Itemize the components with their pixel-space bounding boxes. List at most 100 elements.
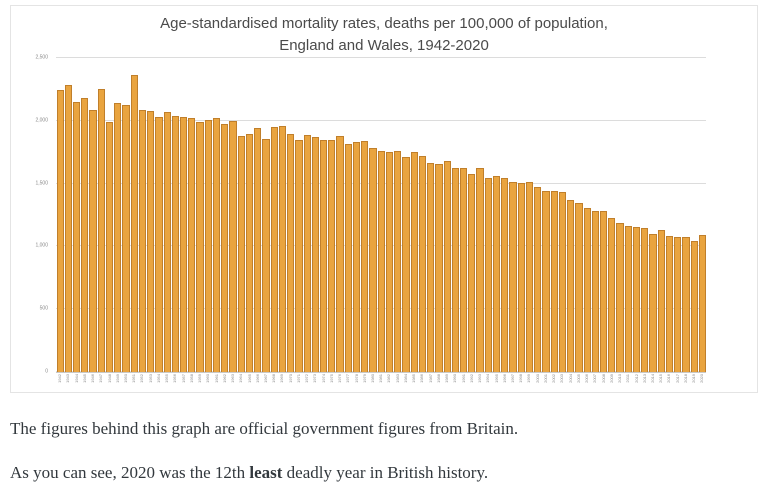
bar-slot-1943: 1943 [64, 58, 72, 383]
bar-slot-1988: 1988 [435, 58, 443, 383]
bar-slot-2007: 2007 [591, 58, 599, 383]
x-tick-label-2019: 2019 [691, 374, 697, 383]
paragraph-figures-source-text: The figures behind this graph are offici… [10, 419, 519, 438]
bar-slot-2009: 2009 [608, 58, 616, 383]
bar-1942 [56, 89, 64, 372]
chart-plot-area: 1942 1943 1944 1945 1946 1947 1948 1949 1950 1951… [56, 57, 707, 383]
bar-slot-2008: 2008 [599, 58, 608, 383]
bar-slot-1962: 1962 [221, 58, 229, 383]
x-tick-label-1954: 1954 [155, 374, 161, 383]
y-tick-label-1000: 1,000 [35, 242, 48, 249]
x-tick-label-2006: 2006 [584, 374, 590, 383]
bar-slot-1980: 1980 [369, 58, 377, 383]
bar-slot-1968: 1968 [270, 58, 278, 383]
bar-1971 [295, 140, 303, 372]
bar-slot-1959: 1959 [196, 58, 204, 383]
bar-slot-1947: 1947 [97, 58, 105, 383]
x-tick-label-2007: 2007 [592, 374, 598, 383]
x-tick-label-1949: 1949 [114, 374, 120, 383]
bar-slot-1971: 1971 [295, 58, 303, 383]
bar-2007 [591, 211, 599, 372]
bar-slot-2011: 2011 [624, 58, 632, 383]
x-tick-label-1981: 1981 [378, 374, 384, 383]
x-tick-label-1972: 1972 [304, 374, 310, 383]
bar-1950 [122, 105, 130, 372]
x-tick-label-2011: 2011 [625, 374, 631, 383]
bar-1965 [245, 134, 254, 372]
bar-1970 [287, 134, 295, 372]
bar-slot-1942: 1942 [56, 58, 64, 383]
x-tick-label-2015: 2015 [658, 374, 664, 383]
bar-2010 [616, 222, 624, 372]
x-tick-label-1970: 1970 [287, 374, 293, 383]
bar-slot-1952: 1952 [138, 58, 147, 383]
x-tick-label-1991: 1991 [460, 374, 466, 383]
bar-slot-1993: 1993 [476, 58, 484, 383]
bar-slot-1984: 1984 [402, 58, 410, 383]
bar-1956 [171, 115, 180, 372]
bar-slot-1950: 1950 [122, 58, 130, 383]
x-tick-label-1965: 1965 [246, 374, 252, 383]
bar-slot-1969: 1969 [278, 58, 287, 383]
y-tick-label-2500: 2,500 [35, 54, 48, 61]
x-tick-label-1967: 1967 [262, 374, 268, 383]
x-tick-label-1995: 1995 [493, 374, 499, 383]
bar-1989 [443, 161, 451, 372]
x-tick-label-1989: 1989 [444, 374, 450, 383]
bar-1964 [237, 135, 245, 372]
bar-slot-1966: 1966 [254, 58, 262, 383]
bar-1996 [501, 178, 509, 372]
bar-2014 [649, 233, 657, 372]
bar-1991 [459, 168, 468, 372]
x-tick-label-2014: 2014 [649, 374, 655, 383]
bar-1957 [180, 117, 188, 372]
x-tick-label-1943: 1943 [65, 374, 71, 383]
bar-slot-1996: 1996 [501, 58, 509, 383]
bar-slot-2002: 2002 [550, 58, 558, 383]
y-tick-label-2000: 2,000 [35, 117, 48, 124]
bar-1981 [377, 151, 385, 372]
bar-1997 [509, 181, 517, 372]
bar-slot-1951: 1951 [130, 58, 138, 383]
bar-slot-1967: 1967 [262, 58, 270, 383]
x-tick-label-2004: 2004 [567, 374, 573, 383]
paragraph-2020-rank-after: deadly year in British history. [282, 462, 489, 482]
x-tick-label-2016: 2016 [666, 374, 672, 383]
bar-slot-1972: 1972 [303, 58, 311, 383]
bar-slot-1987: 1987 [427, 58, 435, 383]
bar-2006 [583, 208, 591, 372]
bar-1958 [188, 118, 196, 372]
x-tick-label-2005: 2005 [575, 374, 581, 383]
bar-slot-1979: 1979 [361, 58, 369, 383]
bar-slot-1958: 1958 [188, 58, 196, 383]
bar-2015 [657, 229, 665, 372]
x-tick-label-2003: 2003 [559, 374, 565, 383]
article-page: Age-standardised mortality rates, deaths… [0, 5, 768, 485]
bar-slot-1992: 1992 [468, 58, 476, 383]
bar-1977 [344, 144, 352, 372]
x-tick-label-1966: 1966 [254, 374, 260, 383]
bar-slot-1963: 1963 [229, 58, 237, 383]
bar-slot-1986: 1986 [418, 58, 427, 383]
x-tick-label-2002: 2002 [551, 374, 557, 383]
bar-slot-1978: 1978 [352, 58, 361, 383]
bar-1999 [525, 182, 534, 372]
bar-slot-1991: 1991 [459, 58, 468, 383]
x-tick-label-1959: 1959 [197, 374, 203, 383]
x-tick-label-1984: 1984 [402, 374, 408, 383]
bar-1963 [229, 120, 237, 372]
bar-slot-1949: 1949 [114, 58, 122, 383]
bar-slot-1961: 1961 [212, 58, 221, 383]
bar-2020 [698, 235, 707, 372]
bar-1990 [451, 168, 459, 372]
x-tick-label-1986: 1986 [419, 374, 425, 383]
bar-1960 [204, 119, 212, 372]
x-tick-label-1957: 1957 [180, 374, 186, 383]
bar-2011 [624, 226, 632, 372]
bar-1967 [262, 139, 270, 372]
y-tick-label-500: 500 [39, 305, 48, 312]
bar-1943 [64, 84, 72, 372]
bar-slot-1990: 1990 [451, 58, 459, 383]
x-tick-label-1964: 1964 [238, 374, 244, 383]
bar-slot-2001: 2001 [542, 58, 550, 383]
